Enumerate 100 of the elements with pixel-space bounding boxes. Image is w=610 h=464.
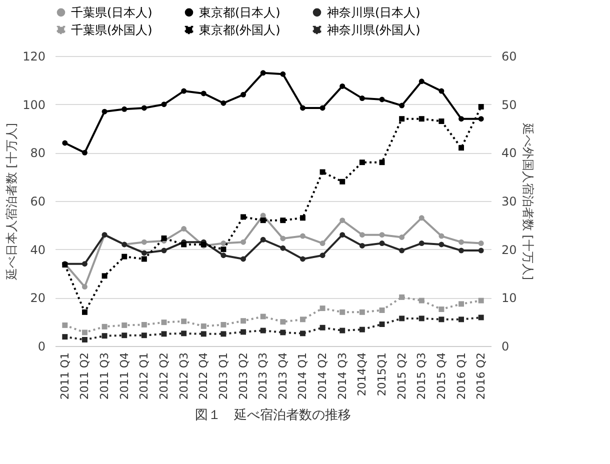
point	[62, 322, 68, 328]
point	[82, 261, 88, 267]
y-tick-label: 80	[30, 146, 46, 160]
point	[240, 239, 246, 245]
point	[458, 116, 464, 122]
legend-label: 東京都(日本人)	[199, 5, 280, 20]
point	[240, 92, 246, 98]
x-tick-label: 2013 Q4	[276, 352, 290, 400]
y2-tick-label: 10	[502, 291, 517, 306]
point	[141, 332, 147, 338]
point	[141, 239, 147, 245]
point	[240, 214, 246, 220]
point	[379, 322, 385, 327]
x-tick-label: 2015 Q2	[395, 352, 408, 400]
point	[122, 322, 128, 328]
point	[438, 306, 444, 312]
point	[340, 309, 346, 315]
point	[399, 294, 405, 300]
point	[379, 160, 385, 166]
x-tick-label: 2013 Q2	[236, 352, 250, 400]
point	[161, 331, 167, 337]
x-tick-label: 2013 Q1	[216, 352, 230, 400]
point	[122, 106, 128, 112]
point	[220, 246, 226, 252]
point	[418, 116, 424, 122]
point	[82, 309, 88, 315]
point	[359, 160, 365, 166]
point	[102, 108, 108, 114]
point	[280, 236, 286, 242]
point	[102, 324, 108, 330]
y2-tick-label: 40	[502, 146, 517, 160]
point	[320, 169, 326, 175]
point	[260, 70, 266, 76]
point	[478, 314, 484, 320]
point	[260, 236, 266, 242]
point	[200, 90, 206, 96]
point	[260, 218, 266, 224]
point	[340, 232, 346, 238]
point	[379, 96, 385, 102]
y2-tick-label: 60	[502, 50, 517, 64]
point	[240, 318, 246, 324]
point	[161, 248, 167, 254]
point	[82, 284, 88, 290]
point	[102, 333, 108, 339]
point	[260, 314, 266, 320]
point	[320, 240, 326, 246]
x-tick-label: 2016 Q1	[454, 352, 468, 400]
point	[418, 298, 424, 304]
point	[438, 233, 444, 239]
point	[161, 320, 167, 326]
point	[82, 336, 88, 342]
x-tick-label: 2012 Q4	[197, 352, 210, 400]
point	[300, 215, 306, 221]
point	[458, 145, 464, 151]
point	[240, 329, 246, 335]
x-tick-label: 2012 Q3	[177, 352, 190, 400]
point	[220, 100, 226, 106]
point	[399, 316, 405, 322]
y2-tick-label: 0	[502, 340, 510, 354]
point	[220, 252, 226, 258]
point	[340, 328, 346, 334]
x-tick-label: 2011 Q2	[78, 352, 92, 400]
legend-label: 千葉県(外国人)	[71, 23, 152, 37]
point	[418, 240, 424, 246]
point	[359, 232, 365, 238]
x-tick-label: 2013 Q3	[256, 352, 270, 400]
point	[141, 322, 147, 328]
point	[181, 88, 187, 94]
point	[82, 330, 88, 336]
point	[181, 242, 187, 248]
point	[359, 326, 365, 332]
point	[478, 298, 484, 304]
legend-label: 神奈川県(外国人)	[327, 23, 420, 37]
point	[458, 239, 464, 245]
point	[478, 116, 484, 122]
point	[320, 306, 326, 312]
point	[181, 330, 187, 336]
point	[359, 309, 365, 315]
legend-label: 東京都(外国人)	[199, 23, 280, 37]
x-tick-label: 2015 Q3	[415, 352, 428, 400]
point	[418, 316, 424, 322]
point	[379, 232, 385, 238]
point	[359, 242, 365, 248]
point	[300, 233, 306, 239]
point	[181, 226, 187, 232]
point	[438, 88, 444, 94]
x-tick-label: 2014 Q1	[296, 352, 310, 400]
point	[141, 105, 147, 111]
x-tick-label: 2012 Q1	[138, 352, 151, 400]
point	[82, 150, 88, 156]
point	[220, 240, 226, 246]
x-tick-label: 2011 Q4	[118, 352, 131, 400]
y2-axis-title: 延べ外国人宿泊者数 [十万人]	[520, 122, 535, 280]
point	[458, 248, 464, 254]
x-tick-label: 2011 Q3	[98, 352, 112, 400]
y-tick-label: 120	[22, 50, 46, 64]
y-tick-label: 60	[30, 194, 46, 208]
point	[122, 332, 128, 338]
point	[478, 104, 484, 110]
x-tick-label: 2016 Q2	[474, 352, 488, 400]
